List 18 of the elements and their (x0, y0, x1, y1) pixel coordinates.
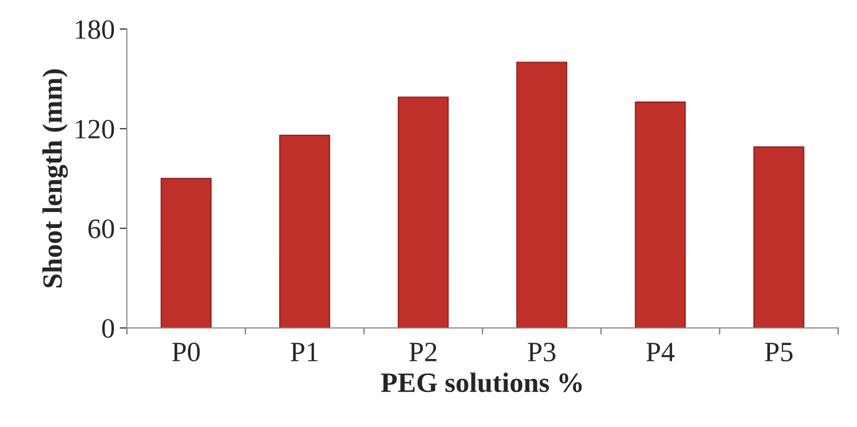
y-tick-label: 180 (76, 20, 114, 39)
x-tick-label: P5 (765, 342, 792, 362)
x-tick-label: P4 (646, 342, 675, 362)
bar (516, 62, 568, 328)
x-tick-label: P0 (172, 342, 200, 362)
y-tick-label: 120 (76, 120, 114, 139)
bar (634, 102, 686, 328)
bar (279, 134, 330, 328)
x-tick-label: P3 (528, 342, 556, 362)
y-axis-title: Shoot length (mm) (42, 69, 68, 288)
y-tick-label: 0 (102, 319, 114, 338)
bar (753, 146, 804, 328)
x-tick-label: P1 (290, 342, 318, 362)
y-tick-label: 60 (88, 219, 114, 238)
bar (160, 178, 212, 328)
x-axis-title: PEG solutions % (381, 372, 582, 392)
x-tick-label: P2 (409, 342, 436, 362)
bar (398, 96, 449, 328)
